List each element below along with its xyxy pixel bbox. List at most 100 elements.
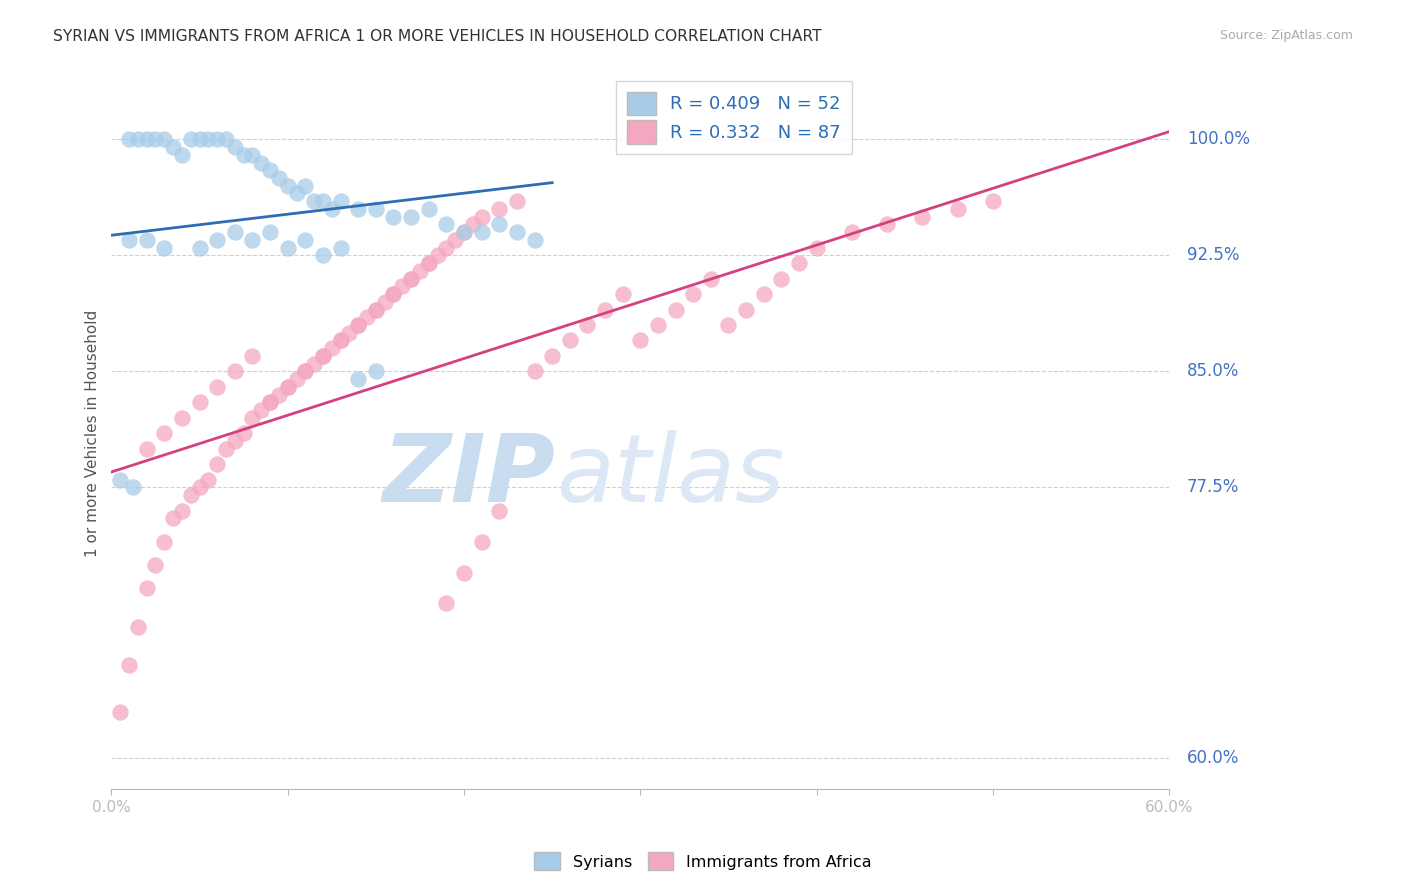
Point: [770, 271, 793, 285]
Point: [364, 202, 387, 216]
Point: [224, 434, 246, 448]
Legend: Syrians, Immigrants from Africa: Syrians, Immigrants from Africa: [527, 846, 879, 877]
Point: [277, 178, 299, 193]
Point: [285, 186, 308, 201]
Point: [339, 326, 361, 340]
Point: [215, 132, 238, 146]
Point: [170, 503, 193, 517]
Point: [170, 410, 193, 425]
Point: [188, 132, 211, 146]
Point: [434, 218, 457, 232]
Point: [153, 534, 176, 549]
Point: [321, 202, 343, 216]
Point: [285, 372, 308, 386]
Point: [242, 349, 264, 363]
Point: [197, 473, 219, 487]
Point: [224, 364, 246, 378]
Point: [700, 271, 723, 285]
Point: [145, 558, 167, 572]
Point: [418, 256, 440, 270]
Point: [382, 287, 405, 301]
Point: [946, 202, 969, 216]
Point: [981, 194, 1004, 209]
Point: [612, 287, 634, 301]
Point: [382, 287, 405, 301]
Point: [665, 302, 688, 317]
Point: [135, 132, 157, 146]
Point: [205, 380, 228, 394]
Point: [418, 256, 440, 270]
Point: [806, 241, 828, 255]
Point: [321, 341, 343, 355]
Point: [329, 241, 352, 255]
Point: [302, 357, 325, 371]
Point: [259, 395, 281, 409]
Point: [127, 132, 149, 146]
Point: [180, 132, 202, 146]
Point: [506, 194, 529, 209]
Text: Source: ZipAtlas.com: Source: ZipAtlas.com: [1219, 29, 1353, 43]
Point: [153, 132, 176, 146]
Point: [399, 210, 422, 224]
Point: [444, 233, 467, 247]
Point: [329, 194, 352, 209]
Point: [224, 140, 246, 154]
Point: [356, 310, 378, 325]
Text: 100.0%: 100.0%: [1187, 130, 1250, 148]
Point: [409, 264, 432, 278]
Point: [118, 658, 141, 673]
Point: [461, 218, 484, 232]
Point: [558, 334, 581, 348]
Point: [242, 148, 264, 162]
Point: [347, 318, 370, 332]
Point: [506, 225, 529, 239]
Point: [347, 202, 370, 216]
Point: [135, 581, 157, 595]
Point: [232, 148, 254, 162]
Point: [364, 302, 387, 317]
Point: [250, 403, 273, 417]
Point: [242, 233, 264, 247]
Point: [170, 148, 193, 162]
Point: [259, 395, 281, 409]
Point: [911, 210, 934, 224]
Point: [347, 318, 370, 332]
Point: [434, 241, 457, 255]
Text: 92.5%: 92.5%: [1187, 246, 1239, 264]
Point: [735, 302, 758, 317]
Point: [259, 225, 281, 239]
Point: [312, 349, 335, 363]
Point: [118, 233, 141, 247]
Point: [162, 511, 184, 525]
Point: [294, 233, 316, 247]
Point: [329, 334, 352, 348]
Point: [399, 271, 422, 285]
Point: [541, 349, 564, 363]
Point: [277, 380, 299, 394]
Text: 85.0%: 85.0%: [1187, 362, 1239, 380]
Point: [488, 503, 510, 517]
Legend: R = 0.409   N = 52, R = 0.332   N = 87: R = 0.409 N = 52, R = 0.332 N = 87: [616, 81, 852, 154]
Point: [302, 194, 325, 209]
Point: [329, 334, 352, 348]
Point: [188, 395, 211, 409]
Text: 60.0%: 60.0%: [1187, 749, 1239, 767]
Point: [110, 473, 132, 487]
Point: [593, 302, 616, 317]
Point: [294, 364, 316, 378]
Point: [121, 480, 143, 494]
Point: [277, 241, 299, 255]
Point: [426, 248, 449, 262]
Point: [267, 171, 290, 186]
Point: [188, 241, 211, 255]
Point: [135, 233, 157, 247]
Point: [418, 202, 440, 216]
Point: [145, 132, 167, 146]
Point: [197, 132, 219, 146]
Point: [135, 442, 157, 456]
Point: [471, 210, 494, 224]
Point: [374, 294, 396, 309]
Point: [259, 163, 281, 178]
Point: [391, 279, 413, 293]
Text: atlas: atlas: [555, 431, 785, 522]
